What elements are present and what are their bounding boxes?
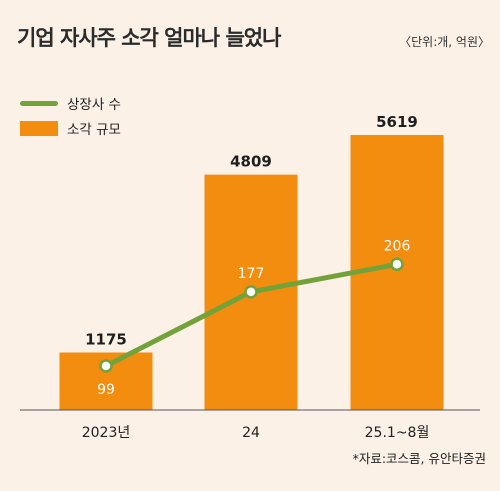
x-tick-label-1: 24 — [242, 425, 260, 441]
bar-value-label-2: 5619 — [376, 113, 418, 131]
x-tick-label-2: 25.1~8월 — [365, 425, 430, 441]
bar-value-label-0: 1175 — [85, 330, 127, 348]
line-value-label-2: 206 — [384, 238, 411, 254]
line-value-label-0: 99 — [97, 382, 115, 398]
line-value-label-1: 177 — [238, 266, 265, 282]
line-point-1 — [244, 285, 258, 299]
legend-bar-swatch — [20, 120, 58, 136]
unit-note: 〈단위:개, 억원〉 — [399, 35, 490, 49]
line-point-2 — [390, 257, 404, 272]
legend-bar-label: 소각 규모 — [67, 122, 121, 138]
chart-title: 기업 자사주 소각 얼마나 늘었나 — [17, 26, 281, 50]
line-point-0 — [99, 359, 113, 373]
legend-item-bar: 소각 규모 — [20, 118, 121, 138]
legend-line-swatch — [20, 100, 58, 106]
source-note: *자료:코스콤, 유안타증권 — [352, 451, 486, 466]
legend-line-label: 상장사 수 — [67, 97, 121, 113]
legend-item-line: 상장사 수 — [20, 93, 121, 113]
bar-value-label-1: 4809 — [230, 153, 272, 171]
x-tick-label-0: 2023년 — [82, 425, 131, 441]
